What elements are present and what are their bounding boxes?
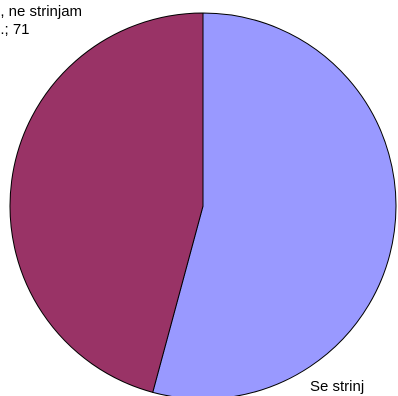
pie-slice-1 bbox=[152, 12, 397, 396]
data-label-slice-1: Se strinj bbox=[310, 378, 364, 395]
data-label-slice-2-line-1: e, ne strinjam bbox=[0, 3, 82, 20]
data-label-slice-2-line-2: e.; 71 bbox=[0, 21, 30, 38]
pie-slice-2 bbox=[9, 12, 204, 393]
